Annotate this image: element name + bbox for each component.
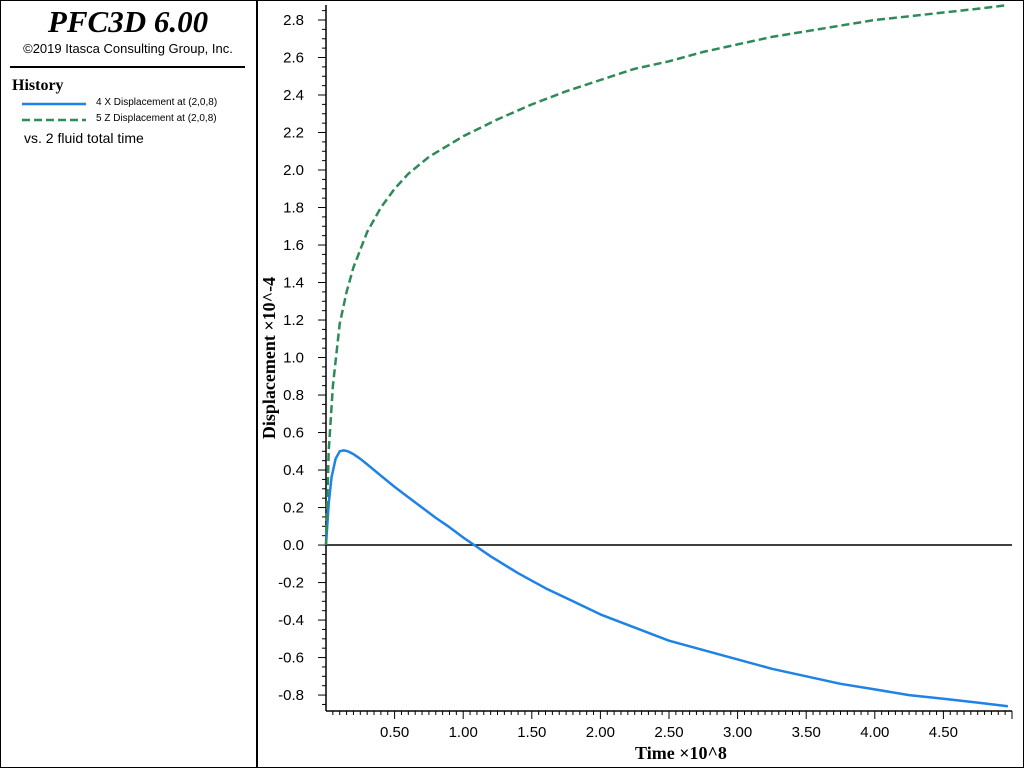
x-tick-label: 4.00 [860, 724, 889, 741]
y-tick-label: 2.0 [283, 162, 304, 179]
x-axis-title: Time ×10^8 [635, 743, 727, 763]
x-tick-label: 0.50 [380, 724, 409, 741]
y-tick-label: -0.4 [278, 612, 304, 629]
series-line-z-displacement [324, 3, 1009, 546]
y-tick-label: 1.4 [283, 275, 304, 292]
legend-label: 5 Z Displacement at (2,0,8) [96, 113, 217, 124]
y-tick-label: 0.2 [283, 500, 304, 517]
x-tick-label: 3.50 [792, 724, 821, 741]
y-tick-label: 1.6 [283, 237, 304, 254]
y-tick-label: 0.6 [283, 425, 304, 442]
chart-plot: 2.8 2.6 2.4 2.2 2.0 1.8 1.6 1.4 1.2 1.0 0.8 0.6 0.4 0… [259, 3, 1013, 763]
app-title: PFC3D 6.00 [47, 4, 209, 39]
vs-axis-label: vs. 2 fluid total time [24, 130, 144, 146]
y-tick-label: -0.8 [278, 687, 304, 704]
copyright-text: ©2019 Itasca Consulting Group, Inc. [23, 41, 233, 56]
y-tick-label: 1.2 [283, 312, 304, 329]
y-tick-label: 0.4 [283, 462, 304, 479]
legend-panel: PFC3D 6.00 ©2019 Itasca Consulting Group… [0, 0, 256, 768]
x-tick-label: 1.00 [449, 724, 478, 741]
y-tick-label: 1.8 [283, 200, 304, 217]
series-line-x-displacement [324, 449, 1009, 708]
x-tick-label: 2.00 [586, 724, 615, 741]
y-tick-label: 2.6 [283, 50, 304, 67]
y-tick-label: 2.2 [283, 125, 304, 142]
y-tick-label: 2.8 [283, 12, 304, 29]
history-heading: History [12, 77, 64, 94]
y-tick-label: 0.8 [283, 387, 304, 404]
y-tick-label: -0.2 [278, 575, 304, 592]
x-tick-label: 2.50 [654, 724, 683, 741]
legend-swatch-solid [22, 102, 86, 106]
y-tick-label: 0.0 [283, 537, 304, 554]
legend-separator [10, 66, 245, 68]
legend-swatch-dashed [22, 118, 86, 122]
y-tick-label: -0.6 [278, 650, 304, 667]
x-tick-label: 1.50 [517, 724, 546, 741]
x-tick-label: 4.50 [929, 724, 958, 741]
y-tick-label: 1.0 [283, 350, 304, 367]
x-tick-label: 3.00 [723, 724, 752, 741]
panel-divider [256, 0, 258, 768]
y-tick-label: 2.4 [283, 87, 304, 104]
y-axis-title: Displacement ×10^-4 [259, 277, 279, 439]
legend-label: 4 X Displacement at (2,0,8) [96, 97, 218, 108]
